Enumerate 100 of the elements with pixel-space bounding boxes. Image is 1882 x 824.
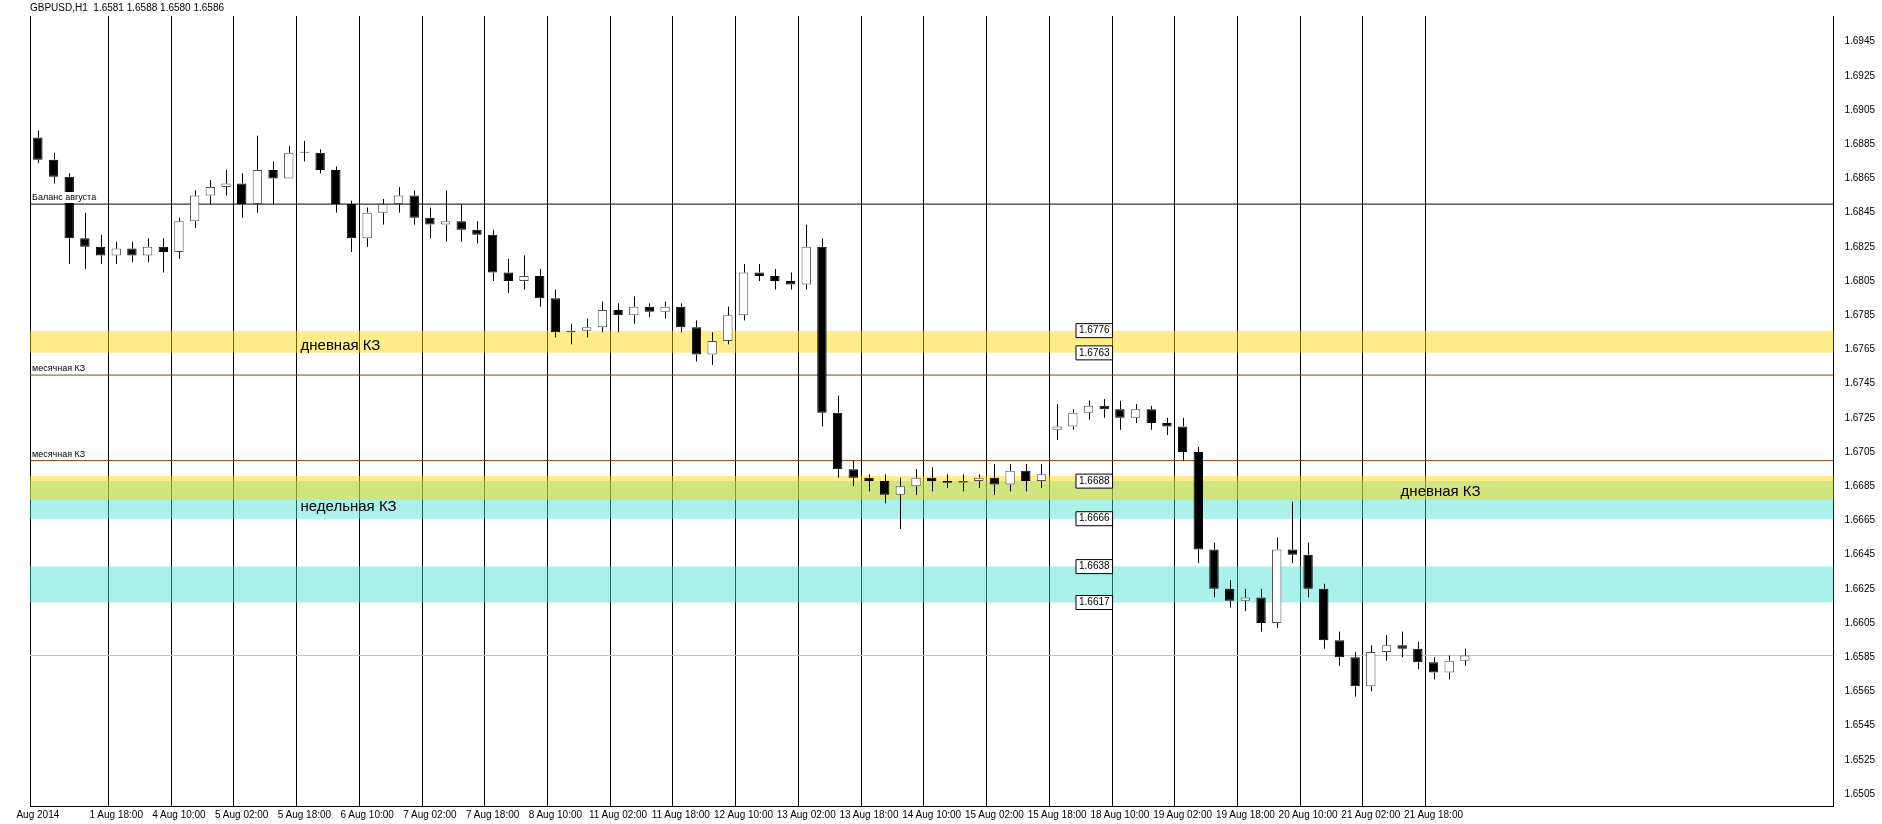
candlestick bbox=[1303, 542, 1313, 598]
annotation: 1.6617 bbox=[1078, 596, 1110, 608]
candlestick bbox=[472, 220, 482, 244]
y-tick-label: 1.6825 bbox=[1844, 240, 1876, 252]
y-tick-label: 1.6945 bbox=[1844, 35, 1876, 47]
candlestick bbox=[284, 145, 294, 179]
candlestick bbox=[613, 302, 623, 333]
annotation: 1.6763 bbox=[1078, 346, 1110, 358]
candlestick bbox=[1428, 656, 1439, 680]
y-tick-label: 1.6565 bbox=[1844, 685, 1876, 697]
y-tick-label: 1.6625 bbox=[1844, 582, 1876, 594]
x-tick-label: 11 Aug 02:00 bbox=[588, 808, 648, 820]
candlestick bbox=[801, 224, 811, 291]
y-tick-label: 1.6865 bbox=[1844, 172, 1876, 184]
annotation: 1.6666 bbox=[1078, 512, 1110, 524]
x-tick-label: 21 Aug 18:00 bbox=[1404, 808, 1464, 820]
candlestick bbox=[1036, 463, 1047, 489]
y-tick-label: 1.6685 bbox=[1844, 479, 1876, 491]
candlestick bbox=[1272, 537, 1282, 629]
y-tick-label: 1.6505 bbox=[1844, 787, 1876, 799]
candlestick bbox=[644, 302, 655, 318]
x-tick-label: 18 Aug 10:00 bbox=[1090, 808, 1150, 820]
candlestick bbox=[770, 268, 780, 291]
candlestick bbox=[1287, 501, 1298, 564]
candlestick bbox=[1209, 542, 1219, 598]
candlestick bbox=[315, 148, 325, 174]
candlestick bbox=[80, 212, 90, 270]
candlestick bbox=[1366, 644, 1376, 692]
x-tick-label: 6 Aug 10:00 bbox=[340, 808, 395, 820]
x-tick-label: 8 Aug 10:00 bbox=[528, 808, 583, 820]
annotation: 1.6688 bbox=[1078, 474, 1110, 486]
y-tick-label: 1.6925 bbox=[1844, 69, 1876, 81]
candlestick bbox=[582, 318, 592, 338]
candlestick bbox=[1319, 583, 1329, 650]
y-tick-label: 1.6705 bbox=[1844, 445, 1876, 457]
x-tick-label: 1 Aug 18:00 bbox=[89, 808, 144, 820]
y-tick-label: 1.6785 bbox=[1844, 308, 1876, 320]
x-tick-label: 13 Aug 18:00 bbox=[839, 808, 899, 820]
y-tick-label: 1.6525 bbox=[1844, 753, 1876, 765]
candlestick bbox=[1334, 631, 1345, 667]
candlestick bbox=[1256, 588, 1266, 633]
x-tick-label: 5 Aug 02:00 bbox=[215, 808, 269, 820]
candlestick bbox=[723, 306, 733, 345]
x-tick-label: 19 Aug 18:00 bbox=[1215, 808, 1276, 820]
y-tick-label: 1.6665 bbox=[1844, 514, 1876, 526]
x-tick-label: 13 Aug 02:00 bbox=[776, 808, 837, 820]
y-tick-label: 1.6725 bbox=[1844, 411, 1876, 423]
candlestick bbox=[487, 229, 498, 282]
candlestick bbox=[1350, 651, 1360, 698]
candlestick bbox=[1240, 588, 1251, 612]
candlestick bbox=[33, 130, 43, 164]
x-tick-label: 11 Aug 18:00 bbox=[651, 808, 711, 820]
candlestick bbox=[519, 254, 529, 291]
annotation: 1.6638 bbox=[1078, 560, 1110, 572]
candlestick bbox=[676, 302, 686, 333]
x-tick-label: 14 Aug 10:00 bbox=[902, 808, 962, 820]
x-tick-label: 5 Aug 18:00 bbox=[277, 808, 332, 820]
x-tick-label: 15 Aug 18:00 bbox=[1027, 808, 1088, 820]
x-tick-label: 7 Aug 18:00 bbox=[465, 808, 520, 820]
candlestick bbox=[1115, 400, 1125, 431]
candlestick bbox=[1177, 417, 1188, 462]
y-tick-label: 1.6585 bbox=[1844, 650, 1876, 662]
candlestick bbox=[738, 263, 749, 321]
candlestick bbox=[989, 463, 1000, 496]
candlestick bbox=[550, 289, 561, 338]
x-tick-label: 7 Aug 02:00 bbox=[403, 808, 458, 820]
x-tick-label: 15 Aug 02:00 bbox=[964, 808, 1025, 820]
band-label: дневная КЗ bbox=[300, 335, 381, 353]
candlestick bbox=[425, 207, 435, 239]
annotation: 1.6776 bbox=[1078, 324, 1110, 336]
x-tick-label: 12 Aug 10:00 bbox=[714, 808, 774, 820]
y-tick-label: 1.6905 bbox=[1844, 103, 1876, 115]
candlestick bbox=[534, 268, 545, 308]
candlestick bbox=[1397, 631, 1407, 658]
y-tick-label: 1.6645 bbox=[1844, 548, 1876, 560]
candlestick bbox=[754, 263, 764, 282]
y-tick-label: 1.6885 bbox=[1844, 138, 1876, 149]
y-tick-label: 1.6605 bbox=[1844, 616, 1876, 628]
candlestick bbox=[848, 460, 858, 487]
x-tick-label: Aug 2014 bbox=[16, 808, 60, 820]
y-tick-label: 1.6545 bbox=[1844, 719, 1876, 731]
candlestick bbox=[48, 152, 59, 185]
candlestick bbox=[174, 217, 184, 260]
candlestick bbox=[895, 477, 906, 530]
ref-line-label: месячная КЗ bbox=[32, 448, 86, 459]
candlestick bbox=[832, 395, 843, 479]
candlestick bbox=[691, 319, 702, 362]
candlestick bbox=[1193, 446, 1203, 564]
y-tick-label: 1.6765 bbox=[1844, 343, 1876, 355]
ref-line-label: месячная КЗ bbox=[32, 363, 86, 374]
x-tick-label: 20 Aug 10:00 bbox=[1278, 808, 1338, 820]
candlestick bbox=[362, 207, 372, 248]
x-tick-label: 4 Aug 10:00 bbox=[152, 808, 207, 820]
candlestick bbox=[911, 468, 921, 496]
chart-title: GBPUSD,H1 1.6581 1.6588 1.6580 1.6586 bbox=[30, 1, 225, 13]
candlestick bbox=[1053, 403, 1061, 441]
ref-line-label: Баланс августа bbox=[32, 192, 97, 203]
y-tick-label: 1.6745 bbox=[1844, 377, 1876, 389]
candlestick bbox=[158, 237, 168, 273]
candlestick bbox=[597, 301, 608, 333]
